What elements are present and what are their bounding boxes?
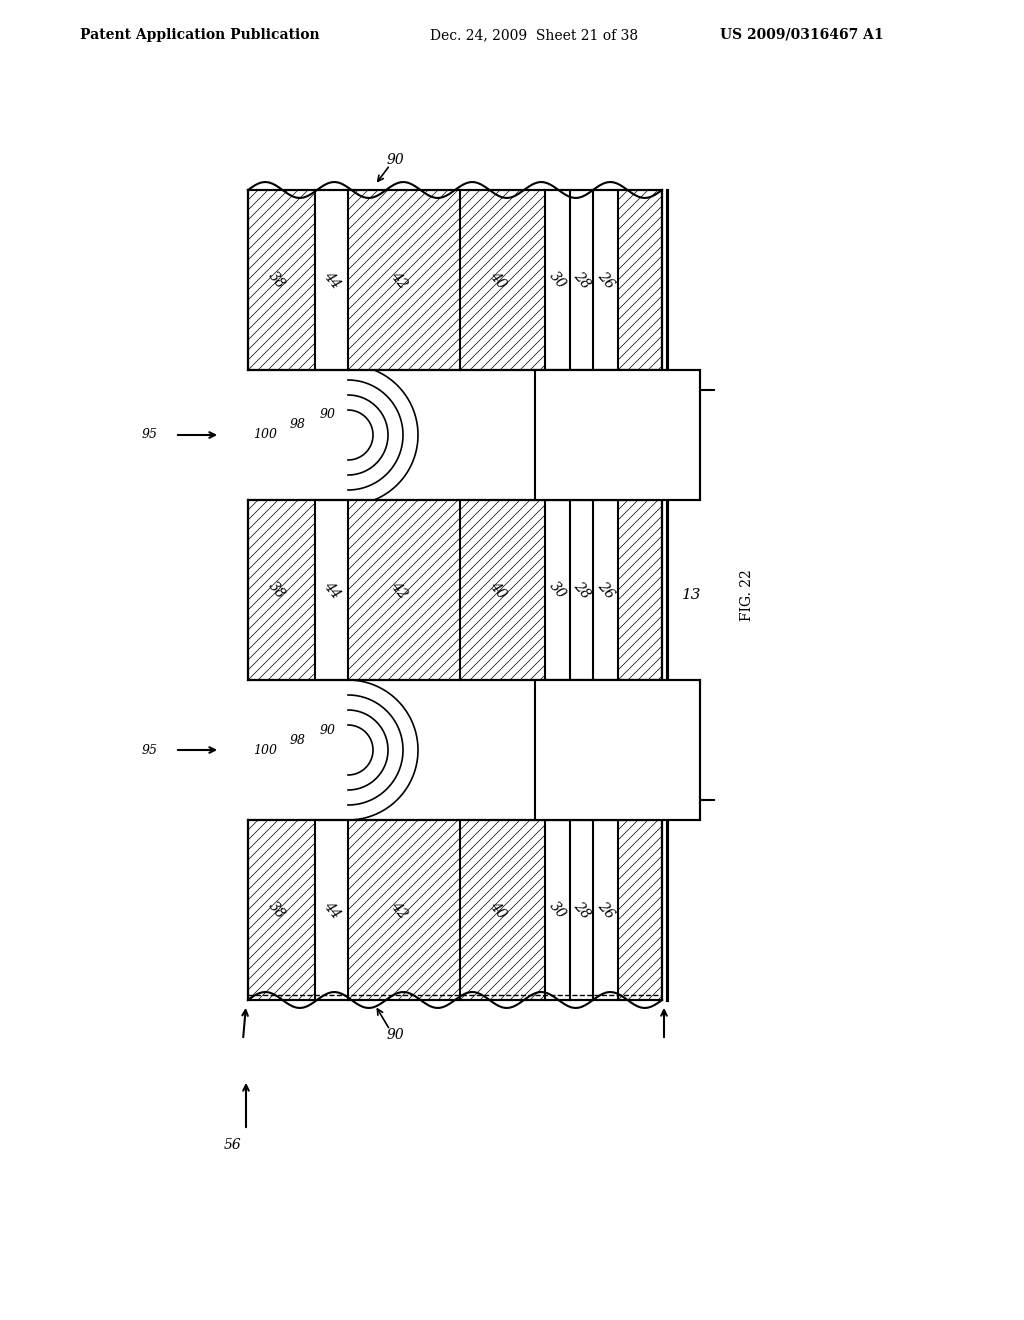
Text: 38: 38	[265, 578, 288, 602]
Text: FIG. 22: FIG. 22	[740, 569, 754, 620]
Bar	[248, 820, 662, 1001]
Text: Dec. 24, 2009  Sheet 21 of 38: Dec. 24, 2009 Sheet 21 of 38	[430, 28, 638, 42]
Text: 42: 42	[388, 578, 410, 602]
Bar	[618, 820, 662, 1001]
Bar	[545, 190, 570, 370]
Text: 36: 36	[607, 742, 628, 759]
Text: 44: 44	[321, 578, 343, 602]
Text: 100: 100	[253, 743, 278, 756]
Bar	[618, 190, 662, 370]
Text: 26: 26	[595, 269, 616, 292]
Text: 30: 30	[547, 269, 568, 292]
Bar	[315, 820, 348, 1001]
Bar	[460, 190, 545, 370]
Text: 95: 95	[142, 743, 158, 756]
Text: 95: 95	[142, 429, 158, 441]
Text: 90: 90	[386, 1028, 403, 1041]
Bar	[248, 500, 315, 680]
Bar	[593, 820, 618, 1001]
Text: 28: 28	[570, 578, 593, 602]
Text: 28: 28	[570, 899, 593, 921]
Bar	[570, 190, 593, 370]
Text: Patent Application Publication: Patent Application Publication	[80, 28, 319, 42]
Text: 44: 44	[321, 269, 343, 292]
Text: 13: 13	[682, 587, 701, 602]
Text: US 2009/0316467 A1: US 2009/0316467 A1	[720, 28, 884, 42]
Bar	[348, 500, 460, 680]
Bar	[545, 820, 570, 1001]
Text: 28: 28	[570, 269, 593, 292]
Text: 38: 38	[265, 269, 288, 292]
Bar	[618, 500, 662, 680]
Text: 38: 38	[265, 899, 288, 921]
Bar	[570, 500, 593, 680]
Text: 30: 30	[547, 899, 568, 921]
Bar	[460, 820, 545, 1001]
Bar	[460, 500, 545, 680]
Bar	[248, 820, 315, 1001]
Text: 26: 26	[595, 899, 616, 921]
Text: 42: 42	[388, 899, 410, 921]
Text: 40: 40	[486, 899, 509, 921]
Bar	[248, 500, 662, 680]
Text: 40: 40	[486, 578, 509, 602]
Text: 98: 98	[290, 418, 306, 432]
Text: 98: 98	[290, 734, 306, 747]
Bar	[570, 820, 593, 1001]
Text: 40: 40	[486, 269, 509, 292]
Bar	[348, 820, 460, 1001]
Text: 100: 100	[253, 429, 278, 441]
Bar	[535, 370, 700, 500]
Text: 90: 90	[319, 723, 336, 737]
Text: 36: 36	[607, 426, 628, 444]
Text: 42: 42	[388, 269, 410, 292]
Bar	[315, 190, 348, 370]
Bar	[315, 500, 348, 680]
Bar	[593, 500, 618, 680]
Bar	[593, 190, 618, 370]
Text: 44: 44	[321, 899, 343, 921]
Bar	[248, 190, 315, 370]
Bar	[545, 500, 570, 680]
Text: 30: 30	[547, 578, 568, 602]
Text: 26: 26	[595, 578, 616, 602]
Text: 56: 56	[224, 1138, 242, 1152]
Bar	[535, 680, 700, 820]
Bar	[348, 190, 460, 370]
Bar	[248, 190, 662, 370]
Text: 90: 90	[386, 153, 403, 168]
Text: 90: 90	[319, 408, 336, 421]
